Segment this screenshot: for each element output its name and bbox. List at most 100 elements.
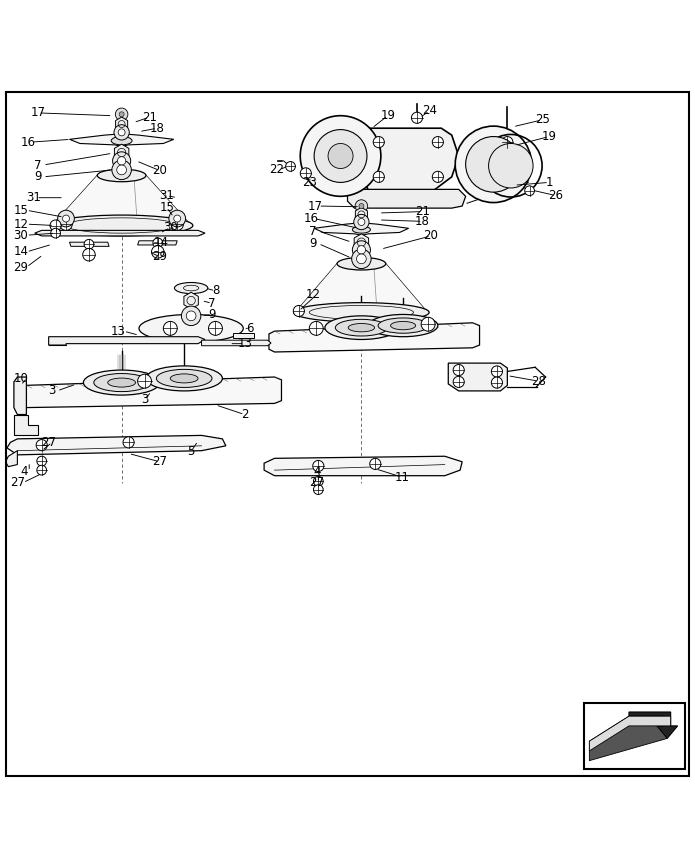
Circle shape (328, 143, 353, 168)
Circle shape (153, 238, 163, 247)
Ellipse shape (336, 319, 388, 336)
Polygon shape (295, 264, 427, 312)
Polygon shape (70, 242, 109, 247)
Text: 16: 16 (304, 212, 319, 225)
Circle shape (60, 218, 72, 230)
Polygon shape (629, 712, 678, 739)
Circle shape (123, 437, 134, 448)
Ellipse shape (108, 378, 136, 387)
Circle shape (354, 214, 369, 230)
Ellipse shape (337, 258, 386, 270)
Polygon shape (35, 230, 205, 236)
Circle shape (358, 219, 365, 226)
Circle shape (453, 365, 464, 376)
Ellipse shape (391, 321, 416, 330)
Polygon shape (589, 716, 671, 751)
Text: 17: 17 (308, 200, 323, 213)
Text: 27: 27 (41, 436, 56, 449)
Ellipse shape (352, 227, 370, 233)
Polygon shape (52, 175, 191, 226)
Bar (584, 703, 685, 769)
Circle shape (152, 246, 164, 258)
Text: 11: 11 (394, 470, 409, 483)
Polygon shape (233, 333, 254, 339)
Circle shape (357, 254, 366, 264)
Circle shape (169, 210, 186, 227)
Circle shape (313, 477, 323, 486)
Text: 20: 20 (423, 229, 439, 242)
Text: 23: 23 (302, 176, 317, 189)
Text: 4: 4 (21, 465, 28, 478)
Text: 30: 30 (163, 221, 178, 234)
Circle shape (37, 465, 47, 475)
Text: 28: 28 (531, 375, 546, 388)
Polygon shape (115, 144, 129, 161)
Ellipse shape (83, 370, 160, 395)
Ellipse shape (174, 282, 208, 293)
Text: 3: 3 (49, 385, 56, 398)
Text: 18: 18 (149, 122, 165, 135)
Text: 22: 22 (269, 163, 284, 176)
Circle shape (432, 136, 443, 148)
Circle shape (313, 484, 323, 495)
Circle shape (36, 439, 47, 450)
Polygon shape (348, 189, 466, 208)
Circle shape (309, 321, 323, 335)
Circle shape (84, 240, 94, 249)
Polygon shape (264, 457, 462, 476)
Circle shape (502, 136, 513, 148)
Polygon shape (14, 415, 38, 436)
Text: 27: 27 (152, 456, 167, 469)
Polygon shape (70, 134, 174, 147)
Circle shape (115, 108, 128, 121)
Text: 31: 31 (159, 189, 174, 202)
Circle shape (186, 311, 196, 320)
Circle shape (113, 152, 131, 170)
Circle shape (118, 128, 125, 136)
Circle shape (370, 458, 381, 470)
Circle shape (453, 377, 464, 387)
Text: 7: 7 (208, 297, 215, 310)
Ellipse shape (139, 314, 243, 342)
Ellipse shape (156, 370, 212, 387)
Circle shape (208, 321, 222, 335)
Ellipse shape (50, 215, 193, 236)
Polygon shape (448, 363, 507, 391)
Circle shape (117, 157, 126, 165)
Circle shape (181, 306, 201, 326)
Polygon shape (49, 337, 205, 345)
Text: 21: 21 (142, 110, 157, 123)
Circle shape (51, 228, 60, 238)
Text: 1: 1 (546, 176, 553, 189)
Polygon shape (19, 377, 281, 408)
Ellipse shape (325, 316, 398, 339)
Text: 15: 15 (159, 201, 174, 214)
Circle shape (119, 112, 124, 117)
Text: 29: 29 (152, 250, 167, 263)
Text: 9: 9 (309, 237, 316, 250)
Text: 30: 30 (13, 229, 28, 241)
Text: 16: 16 (20, 135, 35, 148)
Circle shape (300, 115, 381, 196)
Polygon shape (202, 340, 271, 345)
Polygon shape (184, 293, 198, 309)
Circle shape (174, 215, 181, 222)
Circle shape (411, 112, 423, 123)
Text: 21: 21 (415, 205, 430, 218)
Text: 19: 19 (380, 109, 395, 122)
Circle shape (293, 306, 304, 317)
Polygon shape (7, 436, 226, 455)
Circle shape (489, 143, 533, 188)
Circle shape (163, 321, 177, 335)
Circle shape (313, 460, 324, 471)
Text: 5: 5 (188, 445, 195, 458)
Text: 29: 29 (13, 260, 28, 273)
Circle shape (421, 317, 435, 331)
Polygon shape (589, 716, 667, 760)
Circle shape (373, 136, 384, 148)
Text: 7: 7 (35, 159, 42, 172)
Text: 7: 7 (309, 225, 316, 238)
Polygon shape (138, 240, 177, 245)
Circle shape (112, 161, 131, 180)
Polygon shape (358, 128, 459, 201)
